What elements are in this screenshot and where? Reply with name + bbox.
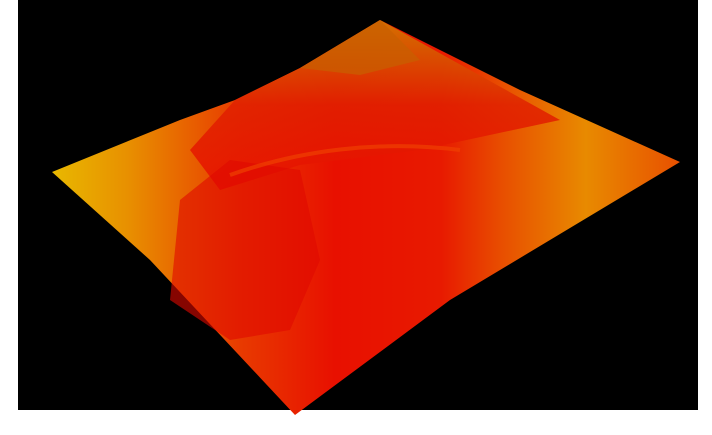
- page: [0, 0, 712, 435]
- terrain-render: [0, 0, 712, 435]
